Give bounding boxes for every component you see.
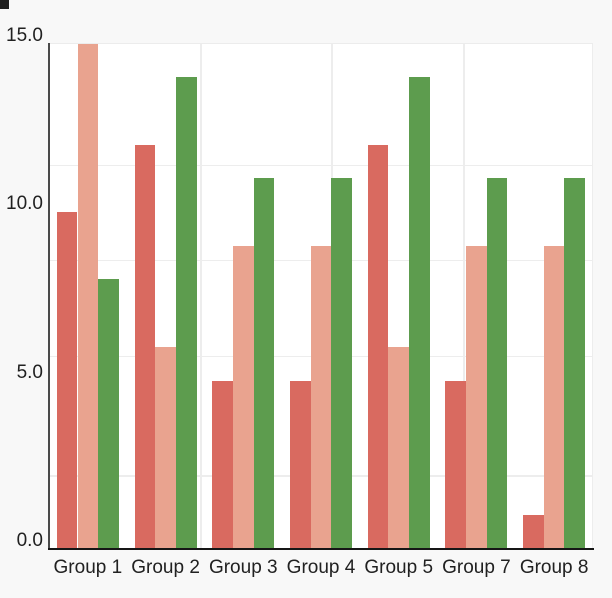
bar-group-1-series-2 <box>77 43 99 549</box>
bar-group-3-series-2 <box>232 245 254 549</box>
bar-group-6-series-3 <box>486 178 508 549</box>
x-category-label: Group 3 <box>208 557 278 578</box>
y-tick-label: 5.0 <box>16 361 43 383</box>
bar-group-5-series-2 <box>388 346 410 549</box>
bar-group-2-series-3 <box>175 77 197 549</box>
plot-area <box>49 43 593 549</box>
bar-group-7-series-3 <box>564 178 586 549</box>
x-category-label: Group 4 <box>286 557 356 578</box>
bar-group-7-series-1 <box>523 515 544 549</box>
bar-group-5-series-3 <box>409 77 430 549</box>
y-tick-label: 0.0 <box>16 530 43 551</box>
bar-group-4-series-3 <box>331 178 353 549</box>
x-category-label: Group 2 <box>131 557 200 578</box>
y-tick-label: 15.0 <box>6 24 43 46</box>
bar-group-2-series-1 <box>134 144 156 549</box>
bar-group-7-series-2 <box>543 245 565 549</box>
bar-group-6-series-1 <box>445 380 467 549</box>
bar-group-1-series-3 <box>98 279 119 549</box>
bar-group-4-series-1 <box>289 380 311 549</box>
gridline-vertical <box>463 44 465 549</box>
bar-group-2-series-2 <box>155 346 176 549</box>
bar-group-6-series-2 <box>466 245 487 549</box>
x-category-label: Group 8 <box>519 557 589 578</box>
corner-artifact <box>0 0 9 9</box>
bar-group-4-series-2 <box>310 245 332 549</box>
bar-group-3-series-3 <box>253 178 275 549</box>
y-tick-label: 10.0 <box>6 193 43 214</box>
bar-group-3-series-1 <box>212 380 233 549</box>
x-axis-line <box>48 548 594 550</box>
y-axis-line <box>48 43 50 549</box>
gridline-horizontal <box>49 164 593 166</box>
x-category-label: Group 5 <box>364 557 434 578</box>
x-category-label: Group 7 <box>442 557 511 578</box>
bar-group-5-series-1 <box>367 144 389 549</box>
gridline-vertical <box>591 44 593 549</box>
bar-group-1-series-1 <box>56 212 78 549</box>
x-category-label: Group 1 <box>53 557 123 578</box>
gridline-vertical <box>200 44 202 549</box>
